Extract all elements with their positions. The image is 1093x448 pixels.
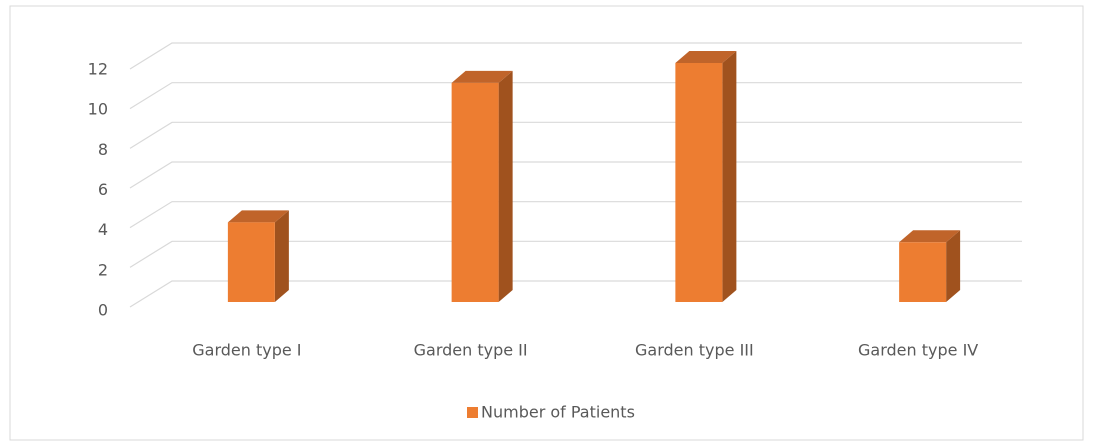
grid-line (129, 240, 1022, 268)
chart-border (9, 5, 1084, 441)
bar (675, 63, 723, 302)
bar-top (899, 230, 961, 243)
bar-side (722, 51, 737, 302)
bar (227, 222, 275, 302)
y-tick-label: 8 (98, 140, 108, 159)
y-tick-label: 2 (98, 260, 108, 279)
grid-line (129, 201, 1022, 229)
bar-side (274, 210, 289, 302)
grid-line (129, 42, 1022, 70)
y-tick-label: 10 (88, 100, 108, 119)
bar-top (675, 51, 737, 63)
y-tick-label: 12 (88, 60, 108, 79)
grid-line (129, 121, 1022, 149)
grid-line (129, 280, 1022, 308)
legend-label: Number of Patients (481, 403, 635, 422)
grid-line (129, 82, 1022, 110)
bar-side (946, 230, 961, 302)
bar-side (498, 70, 513, 303)
grid-line (129, 161, 1022, 189)
x-tick-label: Garden type III (635, 341, 754, 360)
bar-top (227, 210, 289, 223)
bar-top (451, 70, 513, 83)
bar (451, 82, 499, 303)
bar (899, 242, 947, 302)
legend-swatch (467, 407, 478, 418)
y-tick-label: 0 (98, 301, 108, 320)
y-tick-label: 4 (98, 220, 108, 239)
y-tick-label: 6 (98, 180, 108, 199)
x-tick-label: Garden type IV (858, 341, 978, 360)
x-tick-label: Garden type I (192, 341, 301, 360)
x-tick-label: Garden type II (414, 341, 528, 360)
